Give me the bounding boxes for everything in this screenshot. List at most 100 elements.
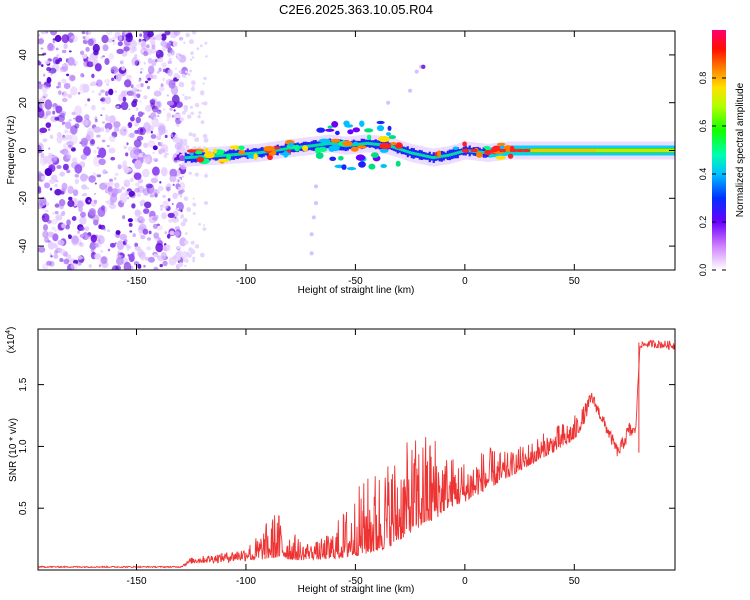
noise-dot — [150, 134, 157, 139]
band-core — [448, 153, 451, 157]
noise-dot — [166, 94, 169, 97]
band-core — [214, 154, 217, 158]
band-core — [446, 153, 449, 157]
noise-dot — [94, 253, 101, 260]
noise-dot — [179, 182, 186, 190]
band-hotspot — [288, 142, 294, 148]
noise-dot — [176, 124, 180, 128]
noise-dot — [176, 174, 179, 177]
noise-dot — [116, 48, 124, 55]
band-hotspot — [523, 149, 531, 152]
noise-dot — [80, 211, 86, 218]
noise-dot — [156, 223, 160, 226]
noise-dot — [77, 255, 83, 260]
noise-dot — [137, 127, 144, 135]
noise-dot — [203, 135, 206, 138]
band-hotspot — [315, 152, 324, 160]
noise-dot — [121, 66, 126, 71]
noise-dot — [93, 50, 99, 56]
noise-dot — [108, 147, 116, 154]
band-core — [556, 149, 559, 152]
noise-dot — [192, 256, 196, 260]
noise-dot — [136, 192, 141, 198]
noise-dot — [104, 90, 109, 97]
noise-dot — [161, 62, 167, 68]
noise-dot — [160, 33, 167, 41]
noise-dot — [67, 185, 74, 194]
noise-dot — [145, 105, 152, 112]
band-hotspot — [395, 160, 401, 167]
y-tick-label: 1.5 — [18, 377, 29, 391]
noise-dot — [74, 105, 82, 116]
noise-dot — [105, 200, 109, 204]
band-core — [360, 142, 363, 146]
noise-dot — [100, 114, 103, 116]
band-core — [390, 145, 393, 149]
band-core — [406, 150, 409, 154]
noise-dot — [145, 183, 153, 189]
noise-dot — [70, 262, 78, 270]
noise-dot — [42, 203, 45, 205]
noise-dot — [127, 254, 130, 257]
noise-dot — [68, 119, 72, 122]
noise-dot — [52, 40, 56, 44]
band-core — [584, 149, 587, 152]
band-core — [662, 149, 665, 152]
noise-dot — [85, 31, 89, 35]
band-hotspot — [335, 130, 340, 136]
band-hotspot — [390, 142, 397, 146]
snr-line — [38, 339, 675, 569]
faint-dot — [314, 184, 318, 189]
band-core — [414, 152, 417, 156]
band-hotspot — [330, 138, 341, 143]
noise-dot — [152, 145, 158, 151]
noise-dot — [203, 137, 209, 143]
noise-dot — [43, 224, 48, 231]
noise-dot — [137, 111, 144, 118]
noise-dot — [167, 212, 175, 218]
band-hotspot — [327, 125, 333, 129]
band-core — [586, 149, 589, 152]
noise-dot — [139, 100, 143, 103]
band-core — [636, 149, 639, 152]
band-core — [582, 149, 585, 152]
noise-dot — [120, 254, 123, 258]
band-core — [604, 149, 607, 152]
band-core — [536, 149, 539, 152]
noise-dot — [38, 108, 45, 119]
band-core — [594, 149, 597, 152]
noise-dot — [167, 198, 171, 202]
noise-dot — [81, 53, 88, 59]
noise-dot — [84, 103, 88, 107]
band-core — [402, 148, 405, 152]
band-hotspot — [470, 149, 478, 152]
noise-dot — [44, 168, 52, 176]
x-tick-label: -50 — [348, 576, 363, 587]
noise-dot — [90, 234, 98, 243]
snr-series — [38, 339, 675, 569]
noise-dot — [172, 192, 178, 199]
noise-dot — [107, 186, 113, 192]
band-core — [664, 149, 667, 152]
noise-dot — [114, 90, 117, 93]
noise-dot — [54, 228, 57, 233]
band-core — [562, 149, 565, 152]
noise-dot — [84, 114, 90, 121]
noise-dot — [202, 227, 207, 231]
noise-dot — [119, 233, 128, 241]
noise-dot — [133, 139, 142, 148]
noise-dot — [125, 152, 129, 157]
noise-dot — [132, 233, 136, 238]
noise-dot — [98, 92, 102, 96]
noise-dot — [82, 192, 88, 197]
noise-dot — [140, 67, 144, 71]
noise-dot — [189, 69, 193, 73]
noise-dot — [158, 86, 165, 92]
band-core — [392, 145, 395, 149]
noise-dot — [143, 142, 149, 148]
noise-dot — [143, 95, 148, 100]
noise-dot — [117, 41, 123, 47]
band-hotspot — [355, 154, 366, 161]
noise-dot — [171, 203, 174, 205]
noise-dot — [125, 31, 129, 34]
